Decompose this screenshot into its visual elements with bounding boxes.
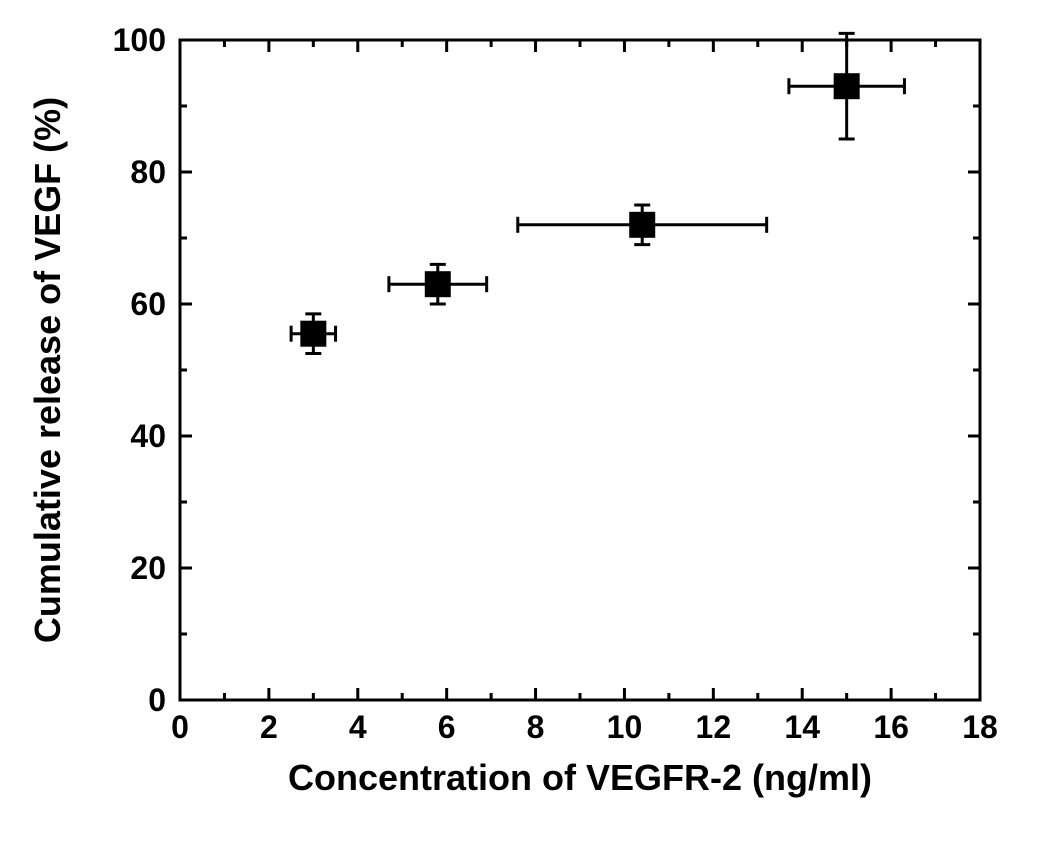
x-tick-label: 6	[438, 709, 456, 745]
y-tick-label: 40	[130, 418, 166, 454]
y-tick-label: 80	[130, 154, 166, 190]
x-axis-label: Concentration of VEGFR-2 (ng/ml)	[288, 757, 872, 798]
x-tick-label: 8	[527, 709, 545, 745]
y-tick-label: 20	[130, 550, 166, 586]
marker-square	[834, 73, 860, 99]
x-tick-label: 12	[696, 709, 732, 745]
y-tick-label: 60	[130, 286, 166, 322]
x-tick-label: 0	[171, 709, 189, 745]
y-axis-label: Cumulative release of VEGF (%)	[27, 97, 68, 643]
marker-square	[300, 321, 326, 347]
x-tick-label: 4	[349, 709, 367, 745]
x-tick-label: 18	[962, 709, 998, 745]
x-tick-label: 14	[784, 709, 820, 745]
vegf-release-chart: 0 2 4 6 8 10 12 14 16 18 0 20 40 60 80 100 Concentration…	[0, 0, 1050, 858]
y-tick-label: 100	[113, 22, 166, 58]
marker-square	[425, 271, 451, 297]
marker-square	[629, 212, 655, 238]
x-tick-label: 2	[260, 709, 278, 745]
y-tick-label: 0	[148, 682, 166, 718]
x-tick-label: 10	[607, 709, 643, 745]
x-tick-label: 16	[873, 709, 909, 745]
